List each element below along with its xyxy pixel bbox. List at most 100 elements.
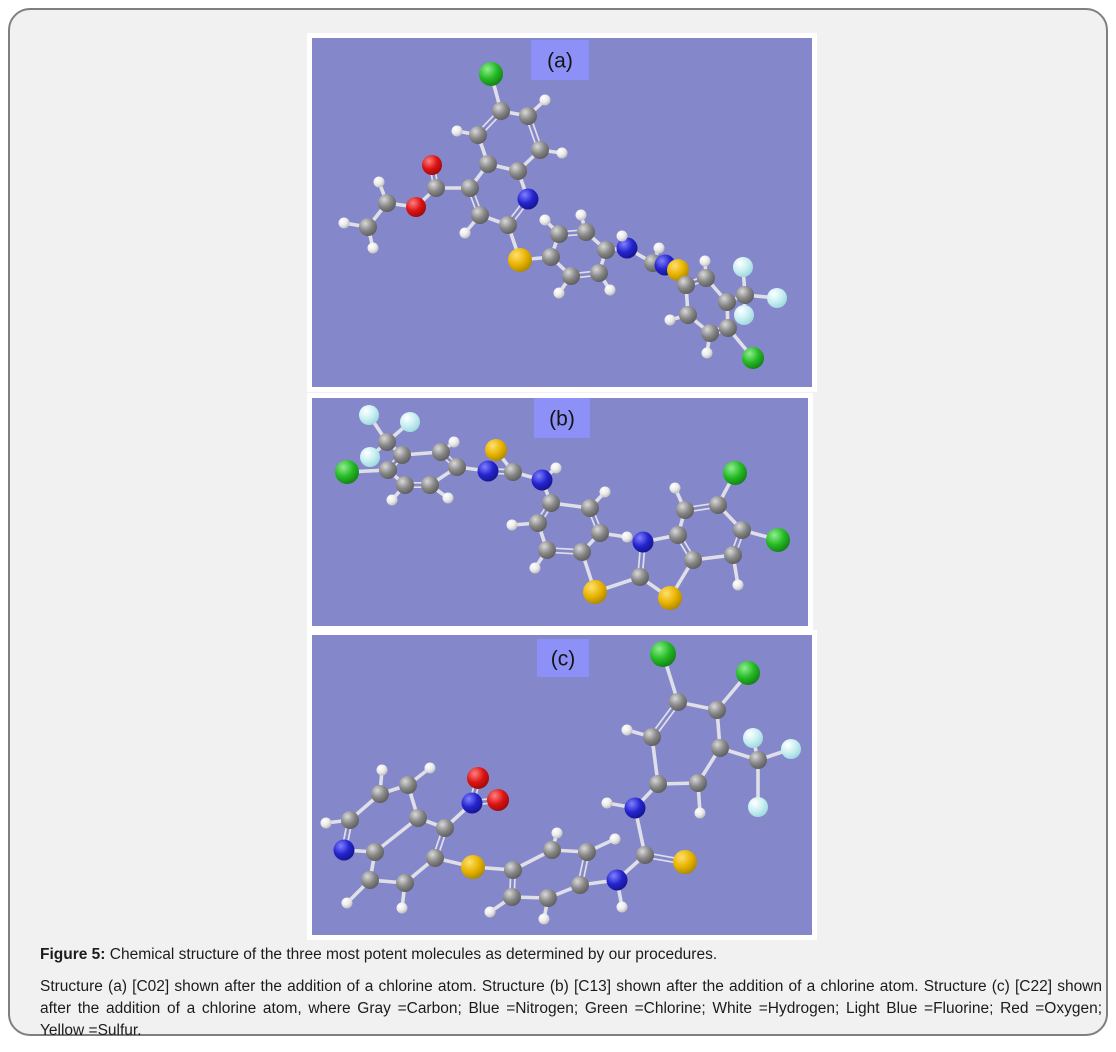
atom-carbon [448,458,466,476]
atom-hydrogen [459,227,471,239]
atom-hydrogen [506,519,518,531]
atom-carbon [503,888,521,906]
atom-hydrogen [373,176,385,188]
atom-carbon [571,876,589,894]
atom-carbon [499,216,517,234]
atom-hydrogen [529,562,541,574]
atom-nitrogen [606,869,628,891]
atom-carbon [590,264,608,282]
atom-carbon [591,524,609,542]
atom-hydrogen [699,255,711,267]
atom-nitrogen [624,797,646,819]
atom-hydrogen [484,906,496,918]
panel-label-b: (b) [549,408,575,431]
atom-hydrogen [386,494,398,506]
bond [373,816,420,854]
atom-carbon [708,701,726,719]
atom-hydrogen [609,833,621,845]
atom-oxygen [422,155,442,175]
atom-hydrogen [539,214,551,226]
atom-carbon [724,546,742,564]
atom-carbon [432,443,450,461]
atom-nitrogen [461,792,483,814]
atom-hydrogen [442,492,454,504]
atom-carbon [504,463,522,481]
atom-carbon [399,776,417,794]
atom-carbon [709,496,727,514]
atom-hydrogen [694,807,706,819]
atom-oxygen [487,789,509,811]
atom-sulfur [508,248,532,272]
atom-carbon [718,293,736,311]
atom-hydrogen [732,579,744,591]
atom-carbon [562,267,580,285]
atom-carbon [697,269,715,287]
atom-carbon [361,871,379,889]
atom-carbon [677,276,695,294]
atom-carbon [538,541,556,559]
atom-carbon [436,819,454,837]
panel-label-a: (a) [547,50,573,73]
atom-carbon [359,218,377,236]
atom-carbon [649,775,667,793]
atom-carbon [577,223,595,241]
atom-carbon [409,809,427,827]
atom-carbon [684,551,702,569]
atom-carbon [542,494,560,512]
atom-carbon [711,739,729,757]
atom-hydrogen [575,209,587,221]
molecule-panel-a: (a) [307,33,817,392]
panel-label-box-c [537,639,589,677]
atom-sulfur [583,580,607,604]
atom-carbon [421,476,439,494]
atom-carbon [636,846,654,864]
atom-carbon [341,811,359,829]
atom-carbon [504,861,522,879]
atom-nitrogen [517,188,539,210]
atom-hydrogen [599,486,611,498]
atom-carbon [581,499,599,517]
atom-carbon [396,476,414,494]
atom-nitrogen [477,460,499,482]
molecule-panel-c: (c) [307,630,817,940]
atom-carbon [669,526,687,544]
atom-hydrogen [669,482,681,494]
atom-hydrogen [551,827,563,839]
molecule-render-b: (b) [312,398,808,626]
page-card: (a) (b) (c) Figure 5: Chemical structure… [8,8,1108,1039]
atom-carbon [542,248,560,266]
atom-nitrogen [616,237,638,259]
atom-carbon [543,841,561,859]
atom-carbon [643,728,661,746]
atom-carbon [479,155,497,173]
atom-chlorine [723,461,747,485]
atom-hydrogen [320,817,332,829]
atom-fluorine [743,728,763,748]
atom-fluorine [400,412,420,432]
atom-chlorine [766,528,790,552]
panel-label-box-a [531,40,589,80]
atom-carbon [669,693,687,711]
panel-label-c: (c) [551,648,576,671]
atom-carbon [578,843,596,861]
atom-hydrogen [451,125,463,137]
atom-hydrogen [338,217,350,229]
molecule-render-c: (c) [312,635,812,935]
atom-hydrogen [367,242,379,254]
atom-carbon [733,521,751,539]
atom-carbon [736,286,754,304]
atom-carbon [393,446,411,464]
atom-hydrogen [664,314,676,326]
atom-carbon [371,785,389,803]
atom-hydrogen [621,724,633,736]
atom-hydrogen [616,230,628,242]
atom-sulfur [461,855,485,879]
atom-chlorine [742,347,764,369]
atom-carbon [471,206,489,224]
atom-carbon [531,141,549,159]
atom-hydrogen [396,902,408,914]
atom-carbon [469,126,487,144]
atom-nitrogen [333,839,355,861]
atom-carbon [378,194,396,212]
atom-carbon [509,162,527,180]
